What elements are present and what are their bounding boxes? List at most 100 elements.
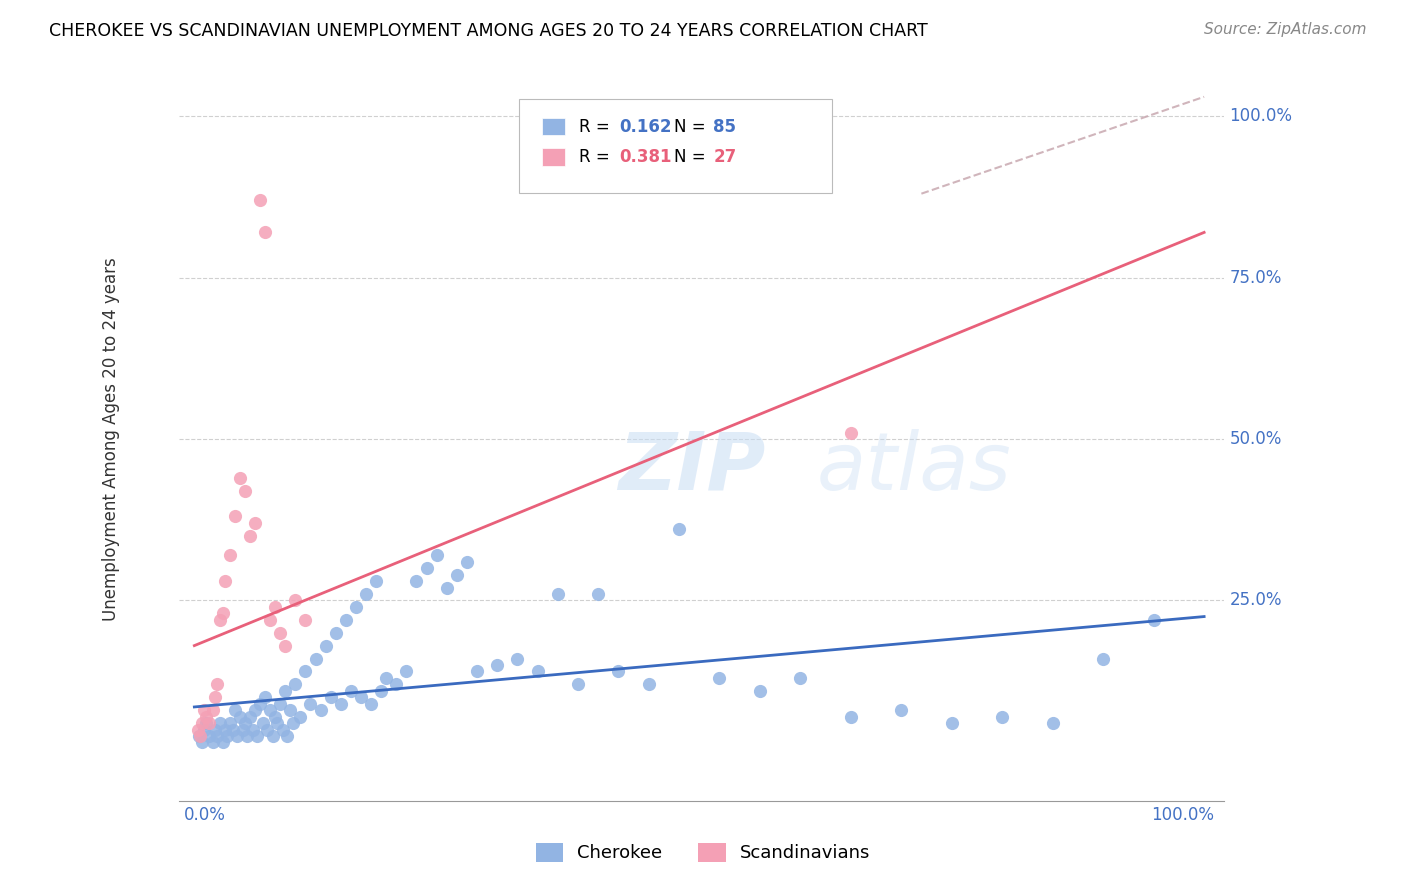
Point [193, 723, 215, 737]
Text: 0.381: 0.381 [619, 148, 672, 166]
Text: R =: R = [579, 118, 616, 136]
Point [284, 593, 307, 607]
Point [364, 574, 387, 588]
Point [249, 697, 271, 711]
Point [405, 574, 427, 588]
Point [264, 709, 287, 723]
Point [229, 709, 252, 723]
Text: atlas: atlas [817, 429, 1011, 507]
Point [259, 703, 281, 717]
Point [426, 548, 449, 562]
Point [465, 665, 488, 679]
Point [262, 729, 284, 743]
Point [224, 509, 246, 524]
Point [274, 639, 297, 653]
Text: ZIP: ZIP [619, 429, 765, 507]
Point [243, 703, 266, 717]
Point [789, 671, 811, 685]
Text: 0.162: 0.162 [619, 118, 672, 136]
Point [222, 723, 245, 737]
Point [370, 683, 392, 698]
Point [253, 690, 276, 705]
Point [637, 677, 659, 691]
Point [290, 709, 312, 723]
Point [839, 425, 862, 440]
Point [264, 599, 287, 614]
Point [385, 677, 408, 691]
Point [242, 723, 264, 737]
Text: CHEROKEE VS SCANDINAVIAN UNEMPLOYMENT AMONG AGES 20 TO 24 YEARS CORRELATION CHAR: CHEROKEE VS SCANDINAVIAN UNEMPLOYMENT AM… [49, 22, 928, 40]
Point [506, 651, 529, 665]
Point [335, 613, 357, 627]
FancyBboxPatch shape [541, 148, 565, 166]
Point [269, 697, 291, 711]
Point [276, 729, 298, 743]
Point [253, 226, 276, 240]
Point [243, 516, 266, 530]
FancyBboxPatch shape [519, 99, 832, 194]
Text: 50.0%: 50.0% [1229, 430, 1282, 448]
Text: Unemployment Among Ages 20 to 24 years: Unemployment Among Ages 20 to 24 years [103, 257, 121, 621]
Point [350, 690, 373, 705]
Point [344, 599, 367, 614]
Point [1092, 651, 1115, 665]
Point [668, 522, 690, 536]
Point [436, 581, 458, 595]
Point [607, 665, 630, 679]
Point [211, 607, 233, 621]
Text: 0.0%: 0.0% [184, 805, 226, 823]
Point [991, 709, 1014, 723]
Point [190, 729, 212, 743]
Point [304, 651, 326, 665]
Point [259, 613, 281, 627]
Point [204, 690, 226, 705]
Point [360, 697, 382, 711]
Point [195, 716, 218, 731]
Point [294, 613, 316, 627]
Text: 85: 85 [713, 118, 737, 136]
Point [547, 587, 569, 601]
Point [748, 683, 770, 698]
Text: 25.0%: 25.0% [1229, 591, 1282, 609]
Text: 100.0%: 100.0% [1229, 107, 1292, 125]
Point [204, 723, 226, 737]
Point [218, 548, 240, 562]
Point [1042, 716, 1064, 731]
Point [309, 703, 332, 717]
Point [941, 716, 963, 731]
Point [315, 639, 337, 653]
Point [224, 703, 246, 717]
Point [233, 716, 256, 731]
Point [187, 723, 209, 737]
Point [193, 703, 215, 717]
Point [319, 690, 342, 705]
Point [214, 723, 236, 737]
Point [198, 729, 221, 743]
Point [274, 683, 297, 698]
Point [354, 587, 377, 601]
Point [201, 735, 224, 749]
Point [191, 716, 214, 731]
Point [195, 709, 218, 723]
Point [232, 723, 254, 737]
Text: Source: ZipAtlas.com: Source: ZipAtlas.com [1204, 22, 1367, 37]
Point [198, 716, 221, 731]
Point [299, 697, 322, 711]
Text: R =: R = [579, 148, 616, 166]
Point [567, 677, 589, 691]
Point [586, 587, 609, 601]
Point [252, 716, 274, 731]
FancyBboxPatch shape [541, 118, 565, 136]
Point [239, 709, 262, 723]
Point [233, 483, 256, 498]
Point [839, 709, 862, 723]
Point [486, 658, 509, 673]
Point [283, 716, 305, 731]
Point [249, 193, 271, 207]
Point [325, 625, 347, 640]
Point [526, 665, 548, 679]
Text: N =: N = [673, 148, 710, 166]
Point [246, 729, 269, 743]
Point [205, 729, 228, 743]
Point [456, 555, 478, 569]
